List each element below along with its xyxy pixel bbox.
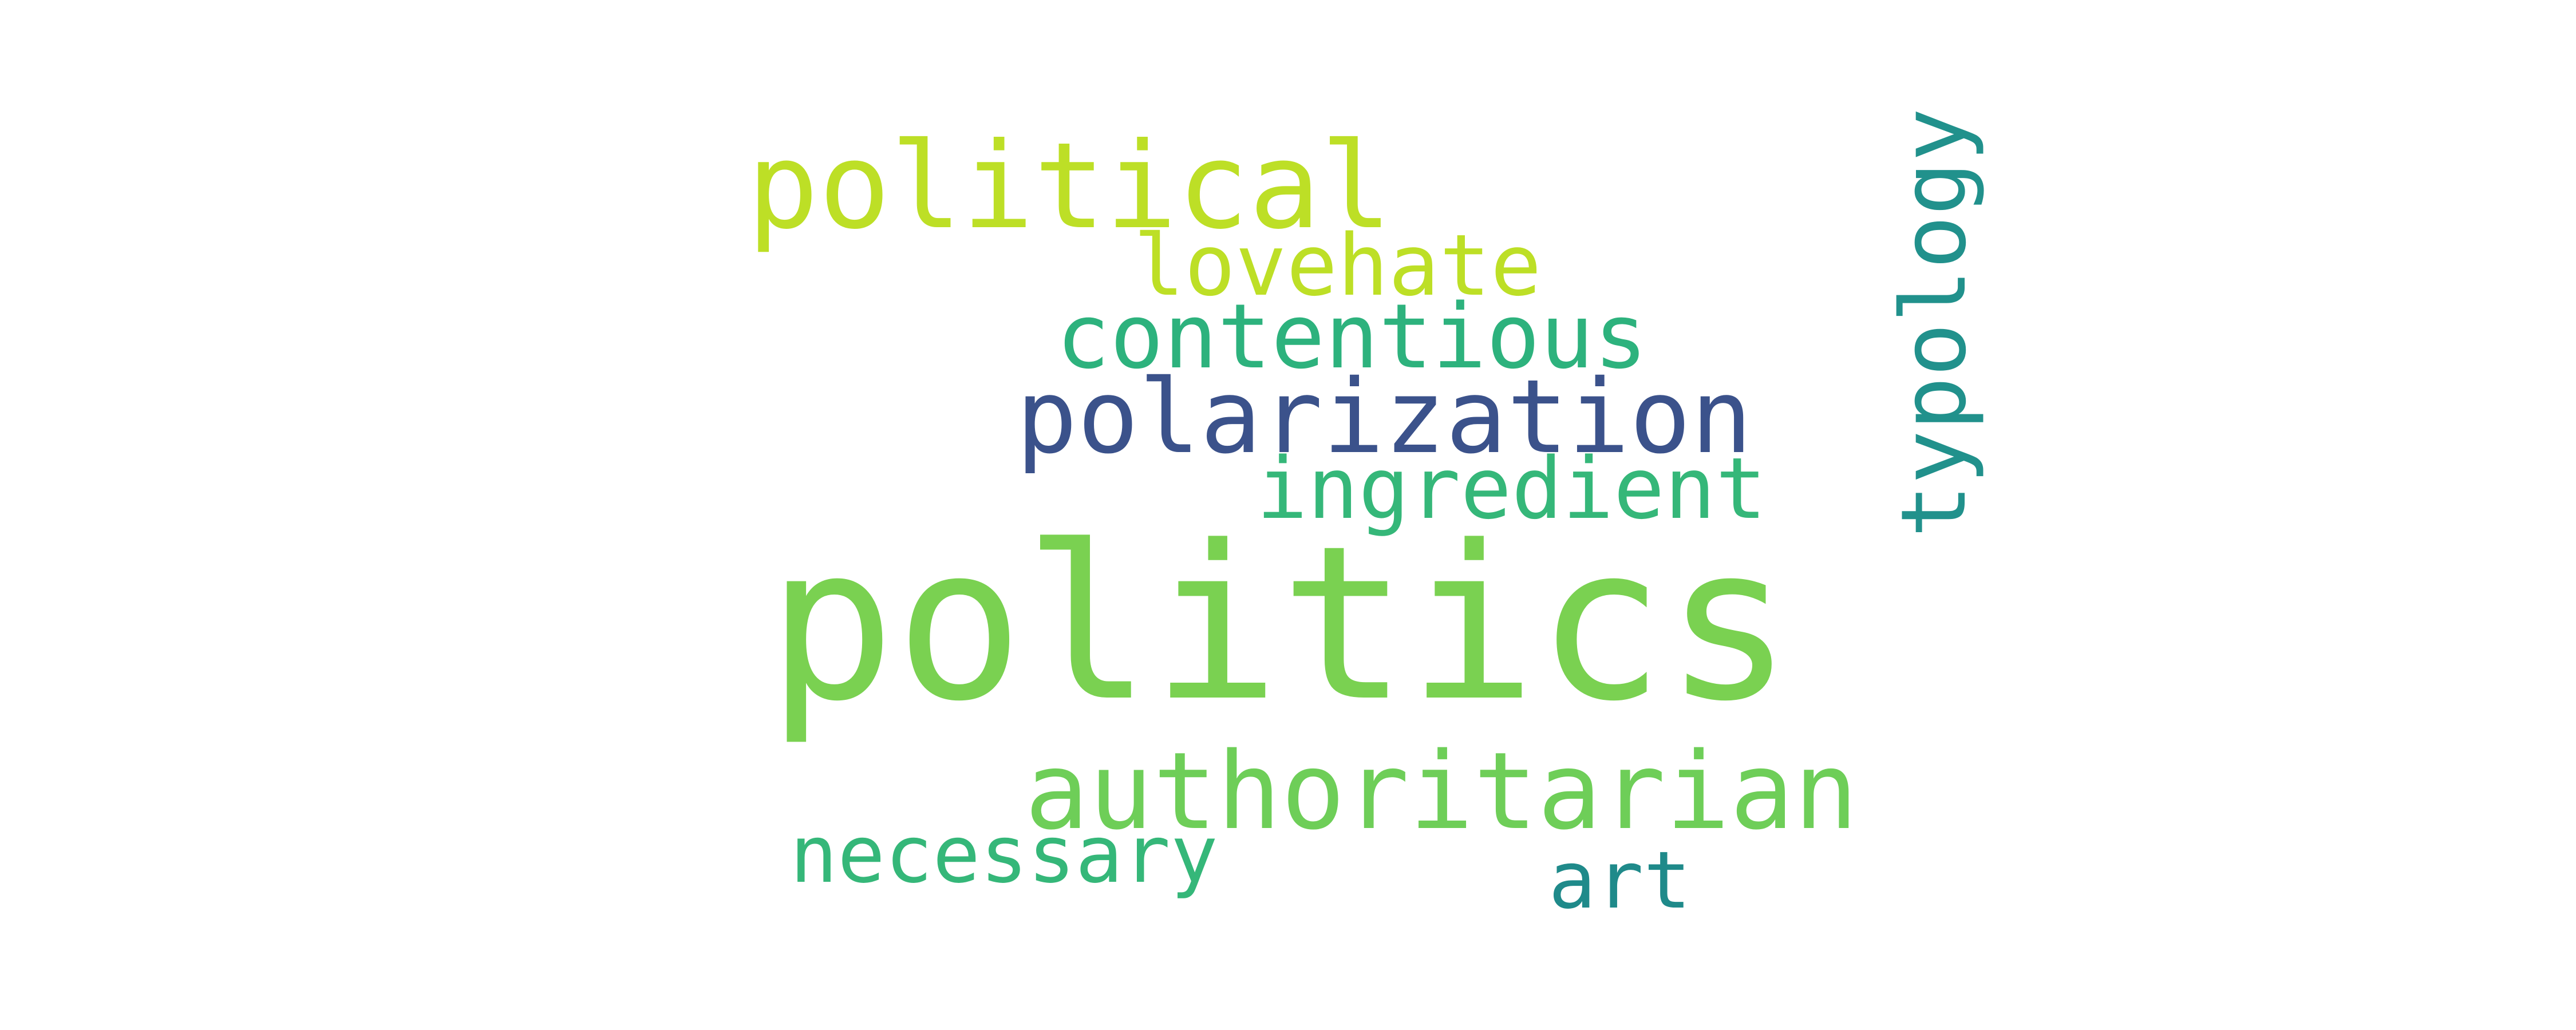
word-necessary: necessary [790,809,1218,901]
word-politics: politics [767,500,1793,748]
word-ingredient: ingredient [1257,439,1767,538]
word-political: political [747,117,1393,256]
word-typology: typology [1882,108,1986,538]
word-art: art [1548,834,1692,926]
word-contentious: contentious [1056,284,1648,389]
word-lovehate: lovehate [1133,216,1542,315]
word-authoritarian: authoritarian [1025,729,1858,853]
word-polarization: polarization [1016,358,1752,476]
